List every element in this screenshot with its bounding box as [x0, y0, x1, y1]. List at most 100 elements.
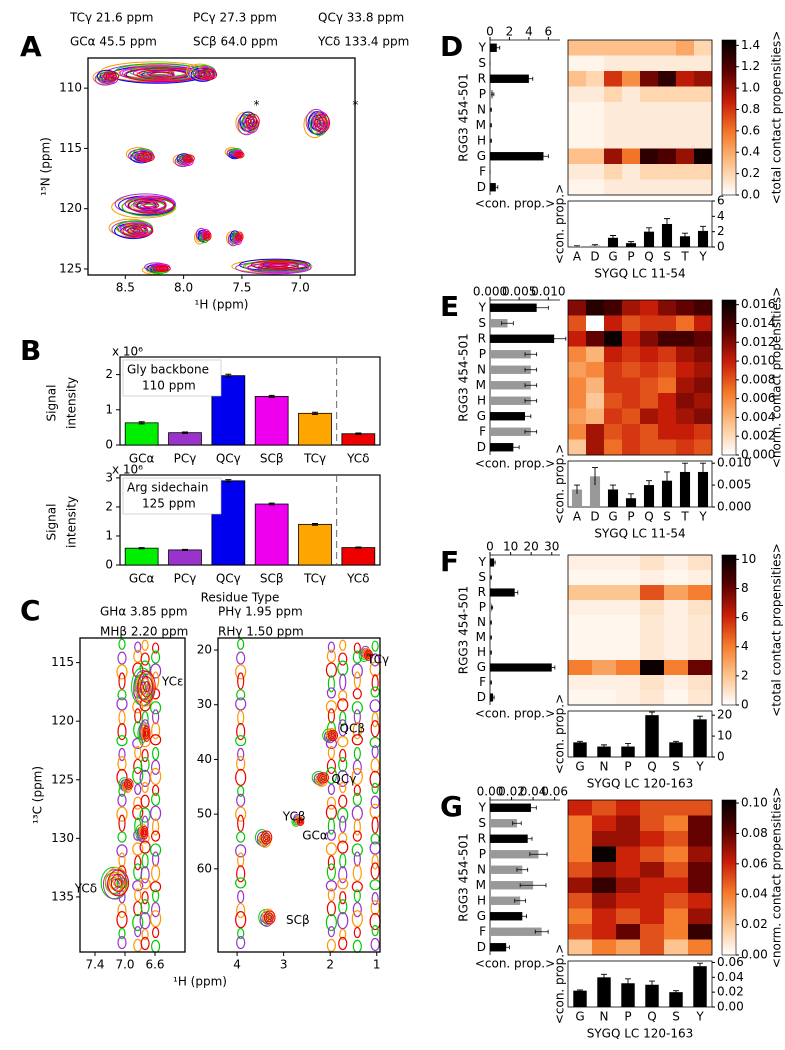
bar [341, 547, 376, 566]
peak-contour [312, 111, 330, 132]
heat-cell [676, 424, 695, 440]
bar [168, 549, 202, 566]
side-error-bar [525, 805, 537, 810]
peak-contour [326, 649, 336, 663]
bottom-bar [679, 471, 691, 507]
y-axis-label: RGG3 454-501 [457, 333, 471, 422]
side-tick-label: 0.04 [520, 785, 547, 799]
bar [298, 412, 332, 446]
heat-cell [604, 362, 623, 378]
heat-cell [592, 846, 617, 863]
peak-contour [153, 264, 171, 273]
legend-entry: PCγ 27.3 ppm [193, 11, 277, 25]
x-tick-label: 1 [373, 958, 381, 972]
bottom-error-bar [697, 962, 703, 970]
bottom-bar [589, 476, 601, 507]
heat-cell [568, 924, 593, 940]
side-error-bar [491, 92, 495, 97]
heat-cell [616, 893, 641, 909]
heat-cell [568, 362, 587, 378]
heat-cell [664, 585, 689, 601]
bar [254, 503, 289, 566]
peak-contour [140, 936, 150, 951]
heat-cell [658, 408, 677, 425]
colorbar-tick-label: 0.004 [741, 410, 775, 424]
peak-contour [326, 758, 336, 775]
peak-contour [327, 729, 339, 741]
heat-cell [658, 164, 677, 180]
side-tick-label: 20 [524, 540, 539, 554]
bottom-error-bar [625, 978, 631, 988]
column-label: P [627, 510, 634, 524]
side-error-bar [491, 605, 494, 610]
side-bar [490, 183, 496, 192]
peak-contour [369, 879, 381, 891]
row-label: F [479, 675, 486, 689]
colorbar-tick-label: 0.04 [741, 887, 768, 901]
peak-contour [144, 730, 149, 737]
peak-contour [339, 853, 347, 869]
side-error-bar [524, 398, 538, 403]
peak-contour [235, 877, 247, 889]
peak-contour [260, 830, 273, 845]
peak-contour [134, 855, 142, 871]
bottom-axis-label: <con. prop.> [553, 944, 567, 1024]
x-tick-label: 2 [326, 958, 334, 972]
colorbar-tick-label: 4 [741, 639, 749, 653]
row-label: Y [478, 800, 487, 814]
x-axis-label: ¹H (ppm) [173, 975, 227, 989]
heat-cell [664, 939, 689, 956]
colorbar-tick-label: 8 [741, 581, 749, 595]
peak-contour [339, 748, 347, 763]
x-tick-label: 8.0 [174, 281, 193, 295]
side-bar [490, 90, 493, 99]
peak-contour [338, 794, 348, 808]
x-tick-label: PCγ [174, 572, 197, 586]
peak-contour [265, 912, 274, 923]
peak-contour [370, 862, 380, 880]
peak-contour [141, 683, 149, 696]
heat-cell [568, 300, 587, 316]
heatmap-frame [567, 299, 713, 456]
error-bar [312, 411, 318, 415]
side-tick-label: 0 [486, 25, 494, 39]
heat-cell [604, 164, 623, 180]
heat-cell [688, 893, 713, 909]
heat-cell [694, 86, 713, 103]
peak-contour [140, 825, 149, 840]
peak-contour [204, 232, 211, 240]
peak-contour [200, 70, 215, 79]
row-label: D [477, 940, 486, 954]
peak-contour [151, 939, 161, 953]
heat-cell [694, 346, 713, 363]
legend-entry: TCγ 21.6 ppm [69, 11, 153, 25]
heat-cell [658, 315, 677, 332]
peak-contour [116, 664, 128, 680]
side-error-bar [491, 695, 495, 700]
heat-cell [568, 615, 593, 631]
heat-cell [592, 690, 617, 706]
heat-cell [688, 939, 713, 956]
colorbar [721, 39, 737, 196]
peak-contour [250, 118, 256, 125]
bottom-error-bar [610, 235, 616, 241]
heat-cell [568, 179, 587, 196]
peak-contour [151, 830, 161, 842]
peak-contour [139, 878, 151, 890]
heat-cell [640, 893, 665, 909]
side-tick-label: 0.02 [498, 785, 525, 799]
peak-contour [118, 672, 126, 690]
peak-contour [236, 722, 246, 741]
peak-contour [327, 783, 335, 795]
row-label: S [478, 570, 486, 584]
legend-entry: PHγ 1.95 ppm [218, 605, 303, 619]
heat-cell [568, 133, 587, 149]
heat-cell [694, 439, 713, 456]
side-error-bar [493, 45, 501, 50]
heat-cell [586, 377, 605, 394]
side-bar [490, 803, 531, 812]
heat-cell [604, 424, 623, 440]
heat-cell [568, 40, 587, 56]
peak-contour [371, 674, 379, 692]
heat-cell [568, 102, 587, 118]
